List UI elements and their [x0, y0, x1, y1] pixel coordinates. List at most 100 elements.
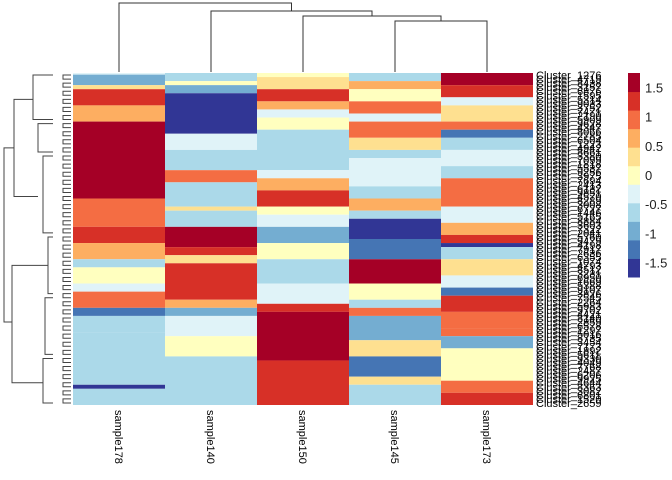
row-label: Cluster_1074 [536, 256, 601, 268]
row-label: Cluster_1818 [536, 159, 601, 171]
dendrogram-branch [32, 74, 53, 121]
heatmap-cell [73, 267, 165, 284]
row-label: Cluster_1223 [536, 139, 601, 151]
heatmap-cell [257, 178, 349, 191]
heatmap-cell [441, 392, 533, 405]
row-label: Cluster_5314 [536, 94, 601, 106]
heatmap-cell [257, 129, 349, 171]
legend-swatch [628, 239, 640, 259]
heatmap-cell [257, 243, 349, 260]
dendrogram-branch [13, 98, 38, 197]
heatmap-cell [165, 73, 257, 82]
row-label: Cluster_8363 [536, 382, 601, 394]
column-label: sample150 [296, 410, 308, 464]
heatmap-cell [349, 210, 441, 219]
dendrogram-branch [62, 106, 71, 112]
row-label: Cluster_8884 [536, 216, 601, 228]
heatmap-cell [441, 73, 533, 86]
row-label: Cluster_3157 [536, 82, 601, 94]
dendrogram-branch [302, 15, 442, 72]
heatmap-cell [349, 73, 441, 82]
heatmap-cell [165, 315, 257, 337]
row-label: Cluster_3082 [536, 386, 601, 398]
row-label: Cluster_9628 [536, 119, 601, 131]
row-label: Cluster_5165 [536, 212, 601, 224]
heatmap-cell [349, 101, 441, 114]
legend-swatch [628, 165, 640, 185]
heatmap-cell [349, 137, 441, 150]
heatmap-cell [165, 336, 257, 357]
heatmap-cell [441, 105, 533, 122]
row-label: Cluster_3826 [536, 289, 601, 301]
dendrogram-branch [62, 236, 71, 242]
heatmap-cell [165, 356, 257, 405]
heatmap-cell [441, 149, 533, 167]
row-label: Cluster_1446 [536, 208, 601, 220]
heatmap-cell [441, 287, 533, 296]
heatmap-cell [441, 364, 533, 381]
row-label: Cluster_4644 [536, 378, 601, 390]
heatmap-cell [441, 259, 533, 276]
dendrogram-branch [62, 341, 71, 347]
row-label: Cluster_9330 [536, 353, 601, 365]
row-label: Cluster_6727 [536, 204, 601, 216]
heatmap-cell [257, 170, 349, 179]
heatmap-cell [441, 121, 533, 130]
dendrogram-branch [62, 212, 71, 218]
dendrogram-branch [62, 309, 71, 315]
dendrogram-branch [42, 155, 53, 234]
heatmap-cell [165, 226, 257, 248]
row-label: Cluster_3454 [536, 337, 601, 349]
row-label: Cluster_8661 [536, 147, 601, 159]
row-label: Cluster_6132 [536, 183, 601, 195]
heatmap-cell [257, 89, 349, 102]
heatmap-cells [73, 73, 533, 405]
heatmap-cell [73, 105, 165, 122]
heatmap-cell [73, 89, 165, 106]
heatmap-cell [441, 348, 533, 365]
row-label: Cluster_5983 [536, 301, 601, 313]
row-label: Cluster_4942 [536, 143, 601, 155]
heatmap-cell [73, 198, 165, 227]
dendrogram-branch [394, 20, 488, 72]
heatmap-cell [441, 97, 533, 106]
heatmap-cell [349, 356, 441, 377]
heatmap-cell [73, 384, 165, 389]
row-label: Cluster_7917 [536, 244, 601, 256]
heatmap-cell [165, 93, 257, 134]
heatmap-cell [257, 190, 349, 207]
row-label: Cluster_1669 [536, 277, 601, 289]
dendrogram-branch [118, 2, 292, 72]
dendrogram-branch [62, 115, 71, 121]
row-dendrogram [3, 74, 71, 404]
dendrogram-branch [62, 147, 71, 153]
dendrogram-branch [62, 357, 71, 363]
color-legend: 1.5 1 0.5 0 -0.5 -1 -1.5 [628, 73, 667, 278]
heatmap-cell [165, 255, 257, 264]
dendrogram-branch [62, 139, 71, 145]
dendrogram-branch [62, 366, 71, 372]
row-label: Cluster_5537 [536, 163, 601, 175]
heatmap-cell [349, 340, 441, 357]
heatmap-cell [73, 243, 165, 260]
heatmap-cell [257, 303, 349, 312]
dendrogram-branch [62, 285, 71, 291]
heatmap-cell [257, 259, 349, 284]
heatmap-cell [441, 336, 533, 349]
heatmap-cell [165, 263, 257, 300]
heatmap-cell [441, 328, 533, 337]
heatmap-cell [257, 109, 349, 118]
dendrogram-branch [44, 297, 53, 355]
column-label: sample140 [204, 410, 216, 464]
legend-tick-label: 0.5 [645, 139, 663, 154]
row-label: Cluster_6801 [536, 390, 601, 402]
row-label: Cluster_4198 [536, 240, 601, 252]
row-label: Cluster_5611 [536, 349, 601, 361]
heatmap-cell [73, 259, 165, 268]
legend-swatch [628, 73, 640, 93]
legend-swatch [628, 202, 640, 222]
heatmap-cell [165, 247, 257, 256]
dendrogram-branch [62, 123, 71, 129]
heatmap-cell [165, 307, 257, 316]
